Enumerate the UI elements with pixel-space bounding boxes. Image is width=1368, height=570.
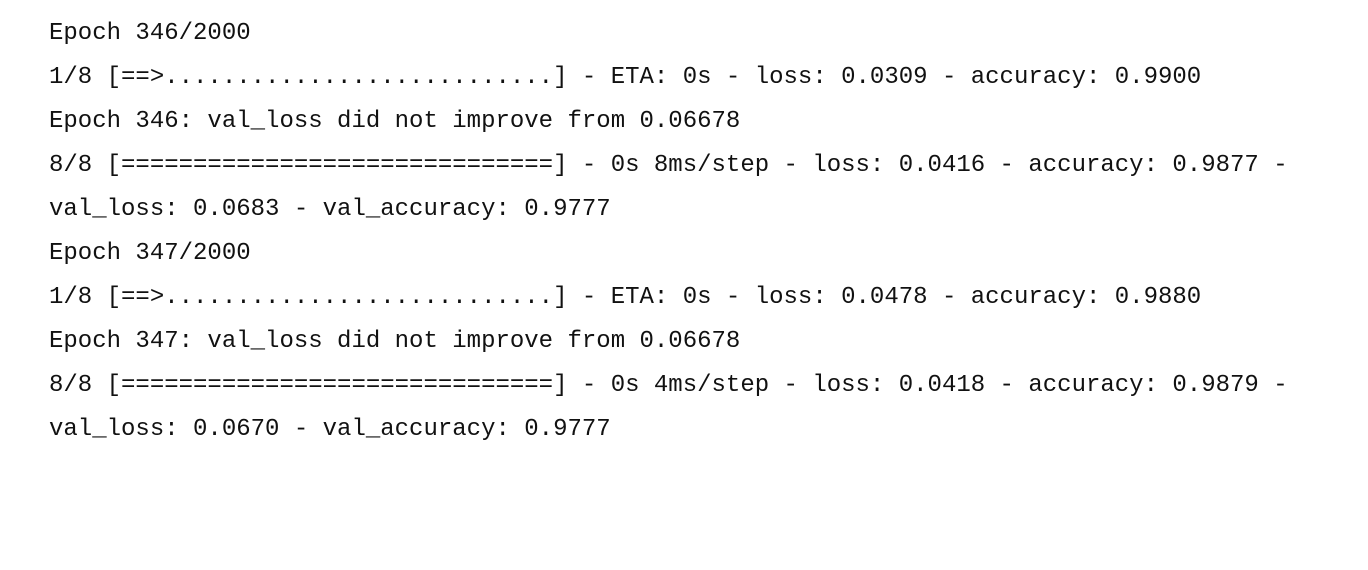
log-line: val_loss: 0.0683 - val_accuracy: 0.9777: [49, 196, 611, 223]
log-line: 1/8 [==>...........................] - E…: [49, 284, 1202, 311]
log-line: val_loss: 0.0670 - val_accuracy: 0.9777: [49, 416, 611, 443]
log-line: 8/8 [==============================] - 0…: [49, 152, 1288, 179]
log-line: 8/8 [==============================] - 0…: [49, 372, 1288, 399]
log-line: Epoch 346/2000: [49, 20, 251, 47]
log-line: Epoch 346: val_loss did not improve from…: [49, 108, 741, 135]
log-lines: Epoch 346/2000 1/8 [==>..................…: [49, 12, 1349, 452]
log-line: Epoch 347/2000: [49, 240, 251, 267]
log-line: 1/8 [==>...........................] - E…: [49, 64, 1202, 91]
log-line: Epoch 347: val_loss did not improve from…: [49, 328, 741, 355]
